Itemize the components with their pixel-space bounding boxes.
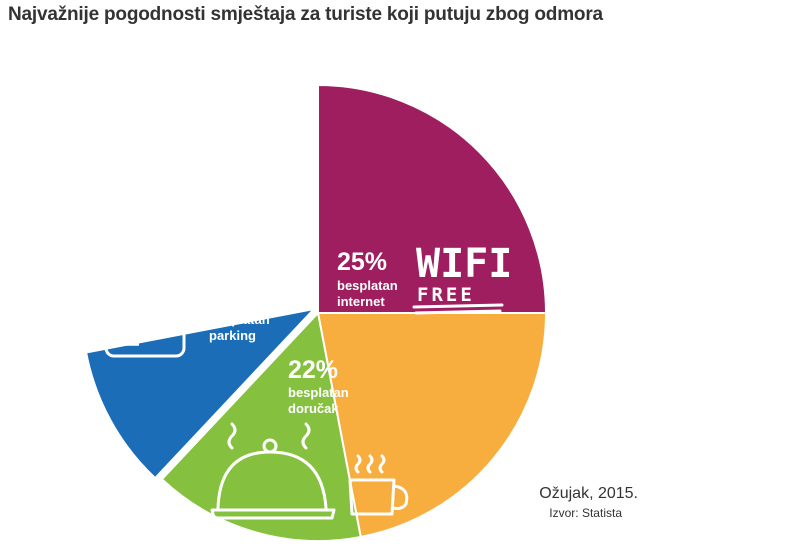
chart-title: Najvažnije pogodnosti smještaja za turis… [8,4,603,25]
chart-date: Ožujak, 2015. [539,485,638,502]
slice-label-parking: 15% besplatan parking [209,283,270,343]
parking-sign-icon: P [104,276,186,363]
slice-pct-wifi: 25% [337,248,387,276]
slice-text-breakfast-1: besplatan [288,385,349,400]
towel-icon [242,46,288,106]
wifi-free-icon: WIFI FREE [412,241,512,315]
slice-label-pool: 10% bazen [246,196,296,241]
chart-source: Izvor: Statista [549,506,622,520]
cloche-icon [210,422,336,520]
wifi-icon-text: WIFI [416,241,512,287]
svg-text:P: P [119,281,170,363]
slice-text-pool-1: bazen [258,226,295,241]
slice-pct-pool: 10% [246,196,296,224]
slice-label-breakfast: 22% besplatan doručak [288,356,349,416]
pie-slice-parking [160,310,362,542]
slice-pct-breakfast: 22% [288,356,338,384]
pie-slice-wifi [317,83,548,314]
slice-pct-parking: 15% [209,283,259,311]
slice-text-breakfast-2: doručak [288,401,339,416]
coffee-mug-icon [348,454,409,516]
slice-text-wifi-1: besplatan [337,278,398,293]
slice-text-parking-2: parking [209,328,256,343]
slice-label-wifi: 25% besplatan internet [337,248,398,309]
bathtub-icon [158,104,278,186]
free-icon-text: FREE [417,284,475,306]
slice-text-parking-1: besplatan [209,312,270,327]
pie-slice-pool [84,307,317,480]
slice-text-wifi-2: internet [337,294,385,309]
